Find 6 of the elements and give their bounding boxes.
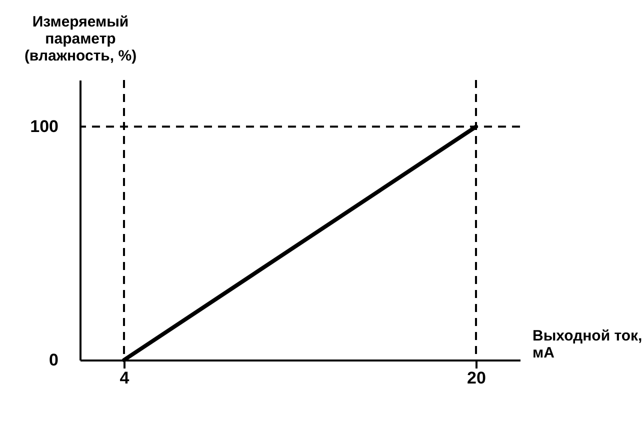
x-tick-label: 4 [120, 368, 130, 388]
y-axis-title: Измеряемый параметр (влажность, %) [24, 14, 137, 64]
x-axis-title: Выходной ток, мА [532, 328, 642, 362]
y-tick-label: 0 [49, 350, 58, 370]
x-tick-label: 20 [467, 368, 486, 388]
y-tick-label: 100 [30, 117, 58, 136]
